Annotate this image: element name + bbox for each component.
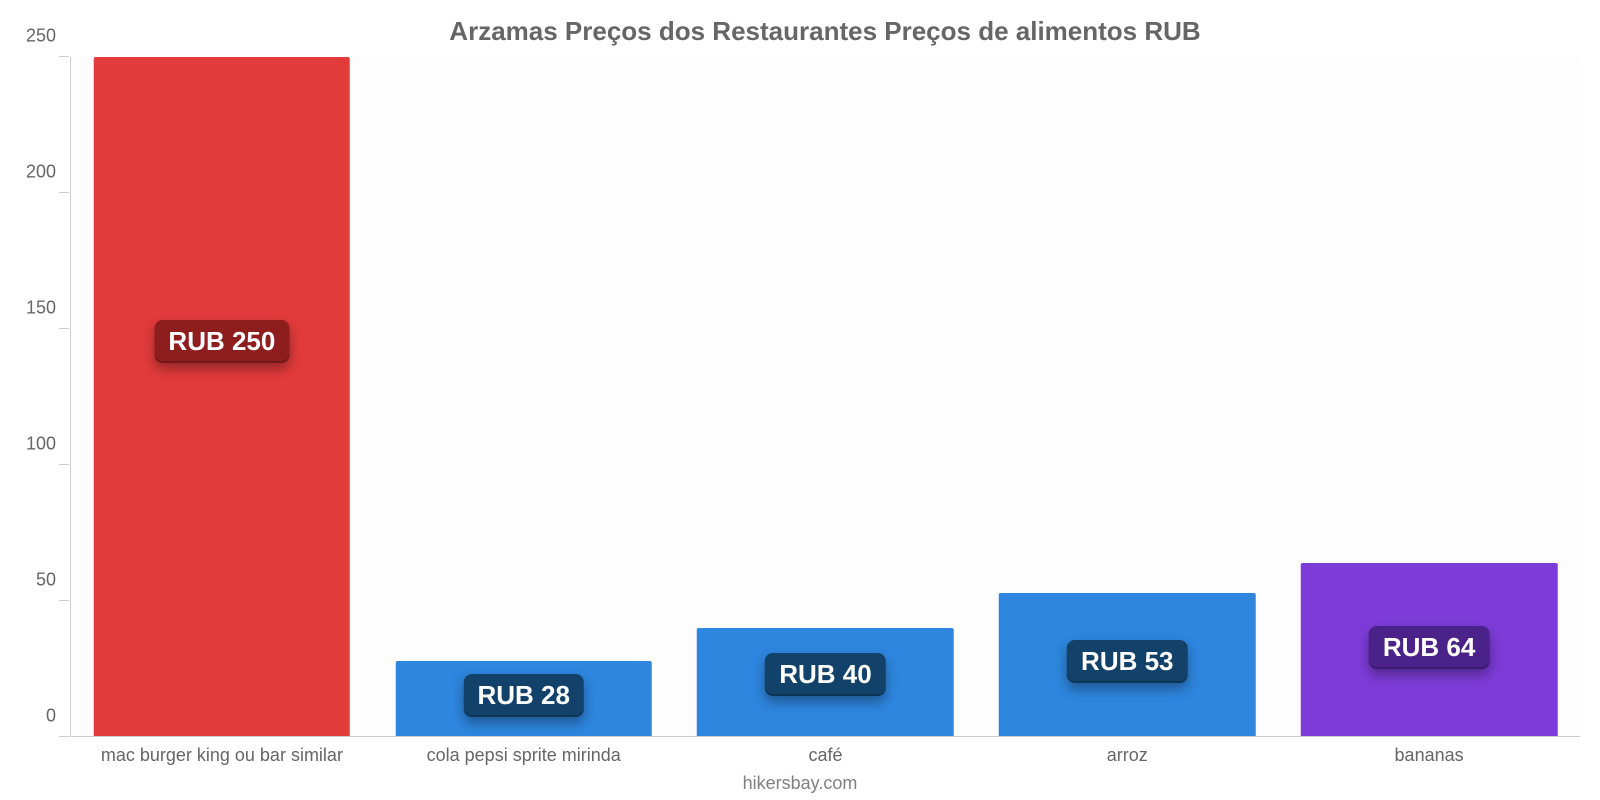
value-badge: RUB 250 <box>154 320 289 363</box>
x-axis-label: cola pepsi sprite mirinda <box>373 745 675 766</box>
bar-slot: RUB 40 <box>675 57 977 737</box>
bar <box>94 57 351 737</box>
bar-slot: RUB 53 <box>976 57 1278 737</box>
price-bar-chart: Arzamas Preços dos Restaurantes Preços d… <box>0 0 1600 800</box>
y-tick <box>59 328 69 329</box>
y-tick <box>59 464 69 465</box>
x-axis-label: café <box>675 745 977 766</box>
x-axis-labels: mac burger king ou bar similarcola pepsi… <box>71 745 1580 766</box>
value-badge: RUB 64 <box>1369 626 1489 669</box>
plot-area: RUB 250RUB 28RUB 40RUB 53RUB 64 mac burg… <box>70 57 1580 737</box>
value-badge: RUB 53 <box>1067 640 1187 683</box>
y-tick-label: 50 <box>11 570 56 591</box>
bar-slot: RUB 28 <box>373 57 675 737</box>
y-tick-label: 100 <box>11 434 56 455</box>
value-badge: RUB 40 <box>765 653 885 696</box>
bar-slot: RUB 250 <box>71 57 373 737</box>
footer-credit: hikersbay.com <box>0 773 1600 794</box>
value-badge: RUB 28 <box>463 674 583 717</box>
y-tick <box>59 600 69 601</box>
bars-container: RUB 250 RUB 28 RUB 40 RUB 53 RUB 64 <box>71 57 1580 737</box>
x-axis-label: arroz <box>976 745 1278 766</box>
chart-title: Arzamas Preços dos Restaurantes Preços d… <box>70 10 1580 57</box>
y-tick-label: 150 <box>11 298 56 319</box>
y-tick-label: 200 <box>11 162 56 183</box>
y-tick <box>59 736 69 737</box>
y-tick-label: 0 <box>11 706 56 727</box>
x-axis-label: mac burger king ou bar similar <box>71 745 373 766</box>
x-axis-label: bananas <box>1278 745 1580 766</box>
bar-slot: RUB 64 <box>1278 57 1580 737</box>
x-axis-baseline <box>71 736 1580 737</box>
y-tick <box>59 56 69 57</box>
y-tick <box>59 192 69 193</box>
y-tick-label: 250 <box>11 26 56 47</box>
